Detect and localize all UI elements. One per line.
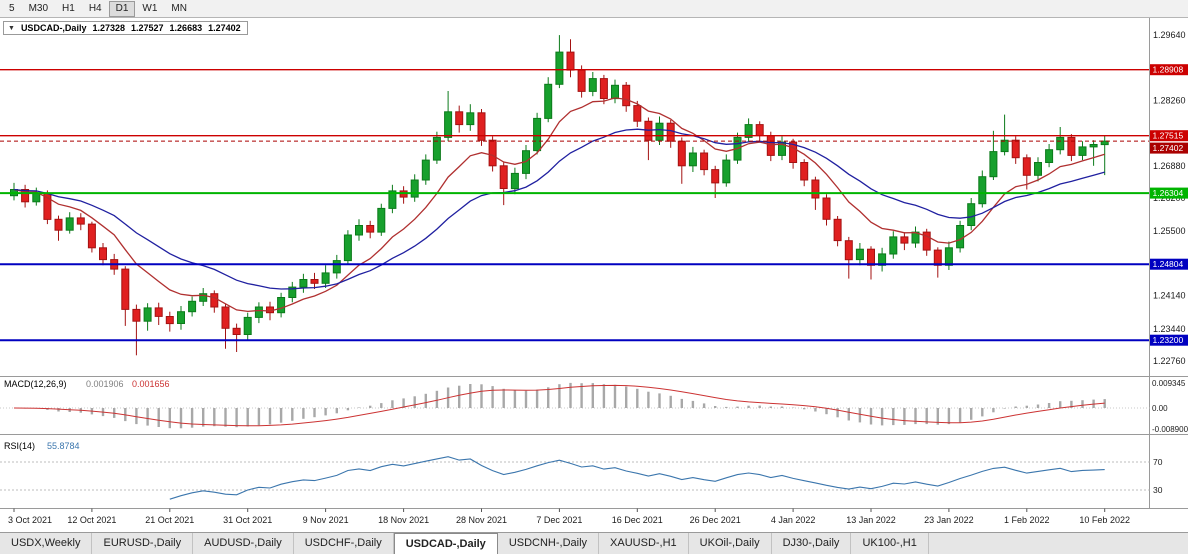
svg-text:1.27515: 1.27515 [1153,131,1184,141]
ohlc-high-value: 1.27527 [131,23,164,33]
macd-pane: MACD(12,26,9) 0.001906 0.001656 0.009345 0.0… [0,379,1188,434]
chart-collapse-icon[interactable]: ▼ [8,24,15,32]
timeframe-button-d1[interactable]: D1 [108,0,136,17]
svg-text:1.28908: 1.28908 [1153,65,1184,75]
price-badges: 1.28908 1.27515 1.26304 1.24804 1.23200 1.274… [1149,64,1188,346]
chart-tab-bar: USDX,Weekly EURUSD-,Daily AUDUSD-,Daily USD… [0,532,1188,554]
svg-text:12 Oct 2021: 12 Oct 2021 [67,515,116,525]
svg-text:1.26304: 1.26304 [1153,188,1184,198]
svg-text:1.23200: 1.23200 [1153,335,1184,345]
timeframe-button-mn[interactable]: MN [171,2,187,14]
tab-usdchf-daily[interactable]: USDCHF-,Daily [294,533,394,554]
pane-separators [0,18,1188,509]
tab-uk100-h1[interactable]: UK100-,H1 [851,533,929,554]
tab-usdcnh-daily[interactable]: USDCNH-,Daily [498,533,600,554]
svg-text:9 Nov 2021: 9 Nov 2021 [303,515,349,525]
svg-text:3 Oct 2021: 3 Oct 2021 [8,515,52,525]
chart-canvas[interactable]: 1.296401.282601.268801.262001.255001.241… [0,18,1188,532]
tab-dj30-daily[interactable]: DJ30-,Daily [772,533,852,554]
svg-text:30: 30 [1153,485,1163,495]
svg-text:1 Feb 2022: 1 Feb 2022 [1004,515,1050,525]
svg-text:28 Nov 2021: 28 Nov 2021 [456,515,507,525]
svg-text:26 Dec 2021: 26 Dec 2021 [690,515,741,525]
timeframe-button-h4[interactable]: H4 [88,2,102,14]
svg-text:1.27402: 1.27402 [1153,143,1184,153]
svg-text:55.8784: 55.8784 [47,441,80,451]
chart-area: ▼ USDCAD-,Daily 1.27328 1.27527 1.26683 … [0,18,1188,532]
svg-text:70: 70 [1153,457,1163,467]
svg-text:MACD(12,26,9): MACD(12,26,9) [4,379,67,389]
svg-text:1.25500: 1.25500 [1153,226,1186,236]
svg-text:1.28260: 1.28260 [1153,95,1186,105]
svg-text:4 Jan 2022: 4 Jan 2022 [771,515,816,525]
tab-usdcad-daily[interactable]: USDCAD-,Daily [393,533,498,554]
svg-text:13 Jan 2022: 13 Jan 2022 [846,515,896,525]
svg-text:1.26880: 1.26880 [1153,161,1186,171]
time-axis[interactable]: 3 Oct 2021 12 Oct 2021 21 Oct 2021 31 Oct 2… [8,508,1130,526]
candles [10,35,1109,356]
horizontal-lines [0,69,1150,342]
tab-ukoil-daily[interactable]: UKOil-,Daily [689,533,772,554]
chart-title-box: ▼ USDCAD-,Daily 1.27328 1.27527 1.26683 … [3,21,248,35]
svg-text:10 Feb 2022: 10 Feb 2022 [1079,515,1130,525]
timeframe-toolbar: 5 M30 H1 H4 D1 W1 MN [0,0,1188,18]
svg-text:0.001656: 0.001656 [132,379,170,389]
rsi-pane: 70 30 RSI(14) 55.8784 [0,441,1163,500]
svg-text:23 Jan 2022: 23 Jan 2022 [924,515,974,525]
ohlc-open-value: 1.27328 [92,23,125,33]
chart-symbol-label: USDCAD-,Daily [20,23,87,33]
tab-eurusd-daily[interactable]: EURUSD-,Daily [92,533,194,554]
svg-text:1.29640: 1.29640 [1153,30,1186,40]
timeframe-button-h1[interactable]: H1 [62,2,75,14]
svg-text:18 Nov 2021: 18 Nov 2021 [378,515,429,525]
timeframe-button-m30[interactable]: M30 [28,2,49,14]
svg-text:0.00: 0.00 [1152,404,1168,413]
svg-text:0.009345: 0.009345 [1152,379,1186,388]
ohlc-low-value: 1.26683 [169,23,203,33]
svg-text:7 Dec 2021: 7 Dec 2021 [536,515,582,525]
svg-text:16 Dec 2021: 16 Dec 2021 [612,515,663,525]
tab-xauusd-h1[interactable]: XAUUSD-,H1 [599,533,689,554]
svg-text:31 Oct 2021: 31 Oct 2021 [223,515,272,525]
tab-audusd-daily[interactable]: AUDUSD-,Daily [193,533,294,554]
svg-text:1.24140: 1.24140 [1153,291,1186,301]
timeframe-button-w1[interactable]: W1 [142,2,158,14]
svg-text:1.23440: 1.23440 [1153,324,1186,334]
svg-text:RSI(14): RSI(14) [4,441,35,451]
svg-text:21 Oct 2021: 21 Oct 2021 [145,515,194,525]
ohlc-close-value: 1.27402 [208,23,241,33]
svg-text:1.22760: 1.22760 [1153,356,1186,366]
tab-usdx-weekly[interactable]: USDX,Weekly [0,533,93,554]
timeframe-button-5[interactable]: 5 [9,2,15,14]
svg-text:-0.008900: -0.008900 [1152,425,1188,434]
svg-text:0.001906: 0.001906 [86,379,124,389]
svg-text:1.24804: 1.24804 [1153,259,1184,269]
